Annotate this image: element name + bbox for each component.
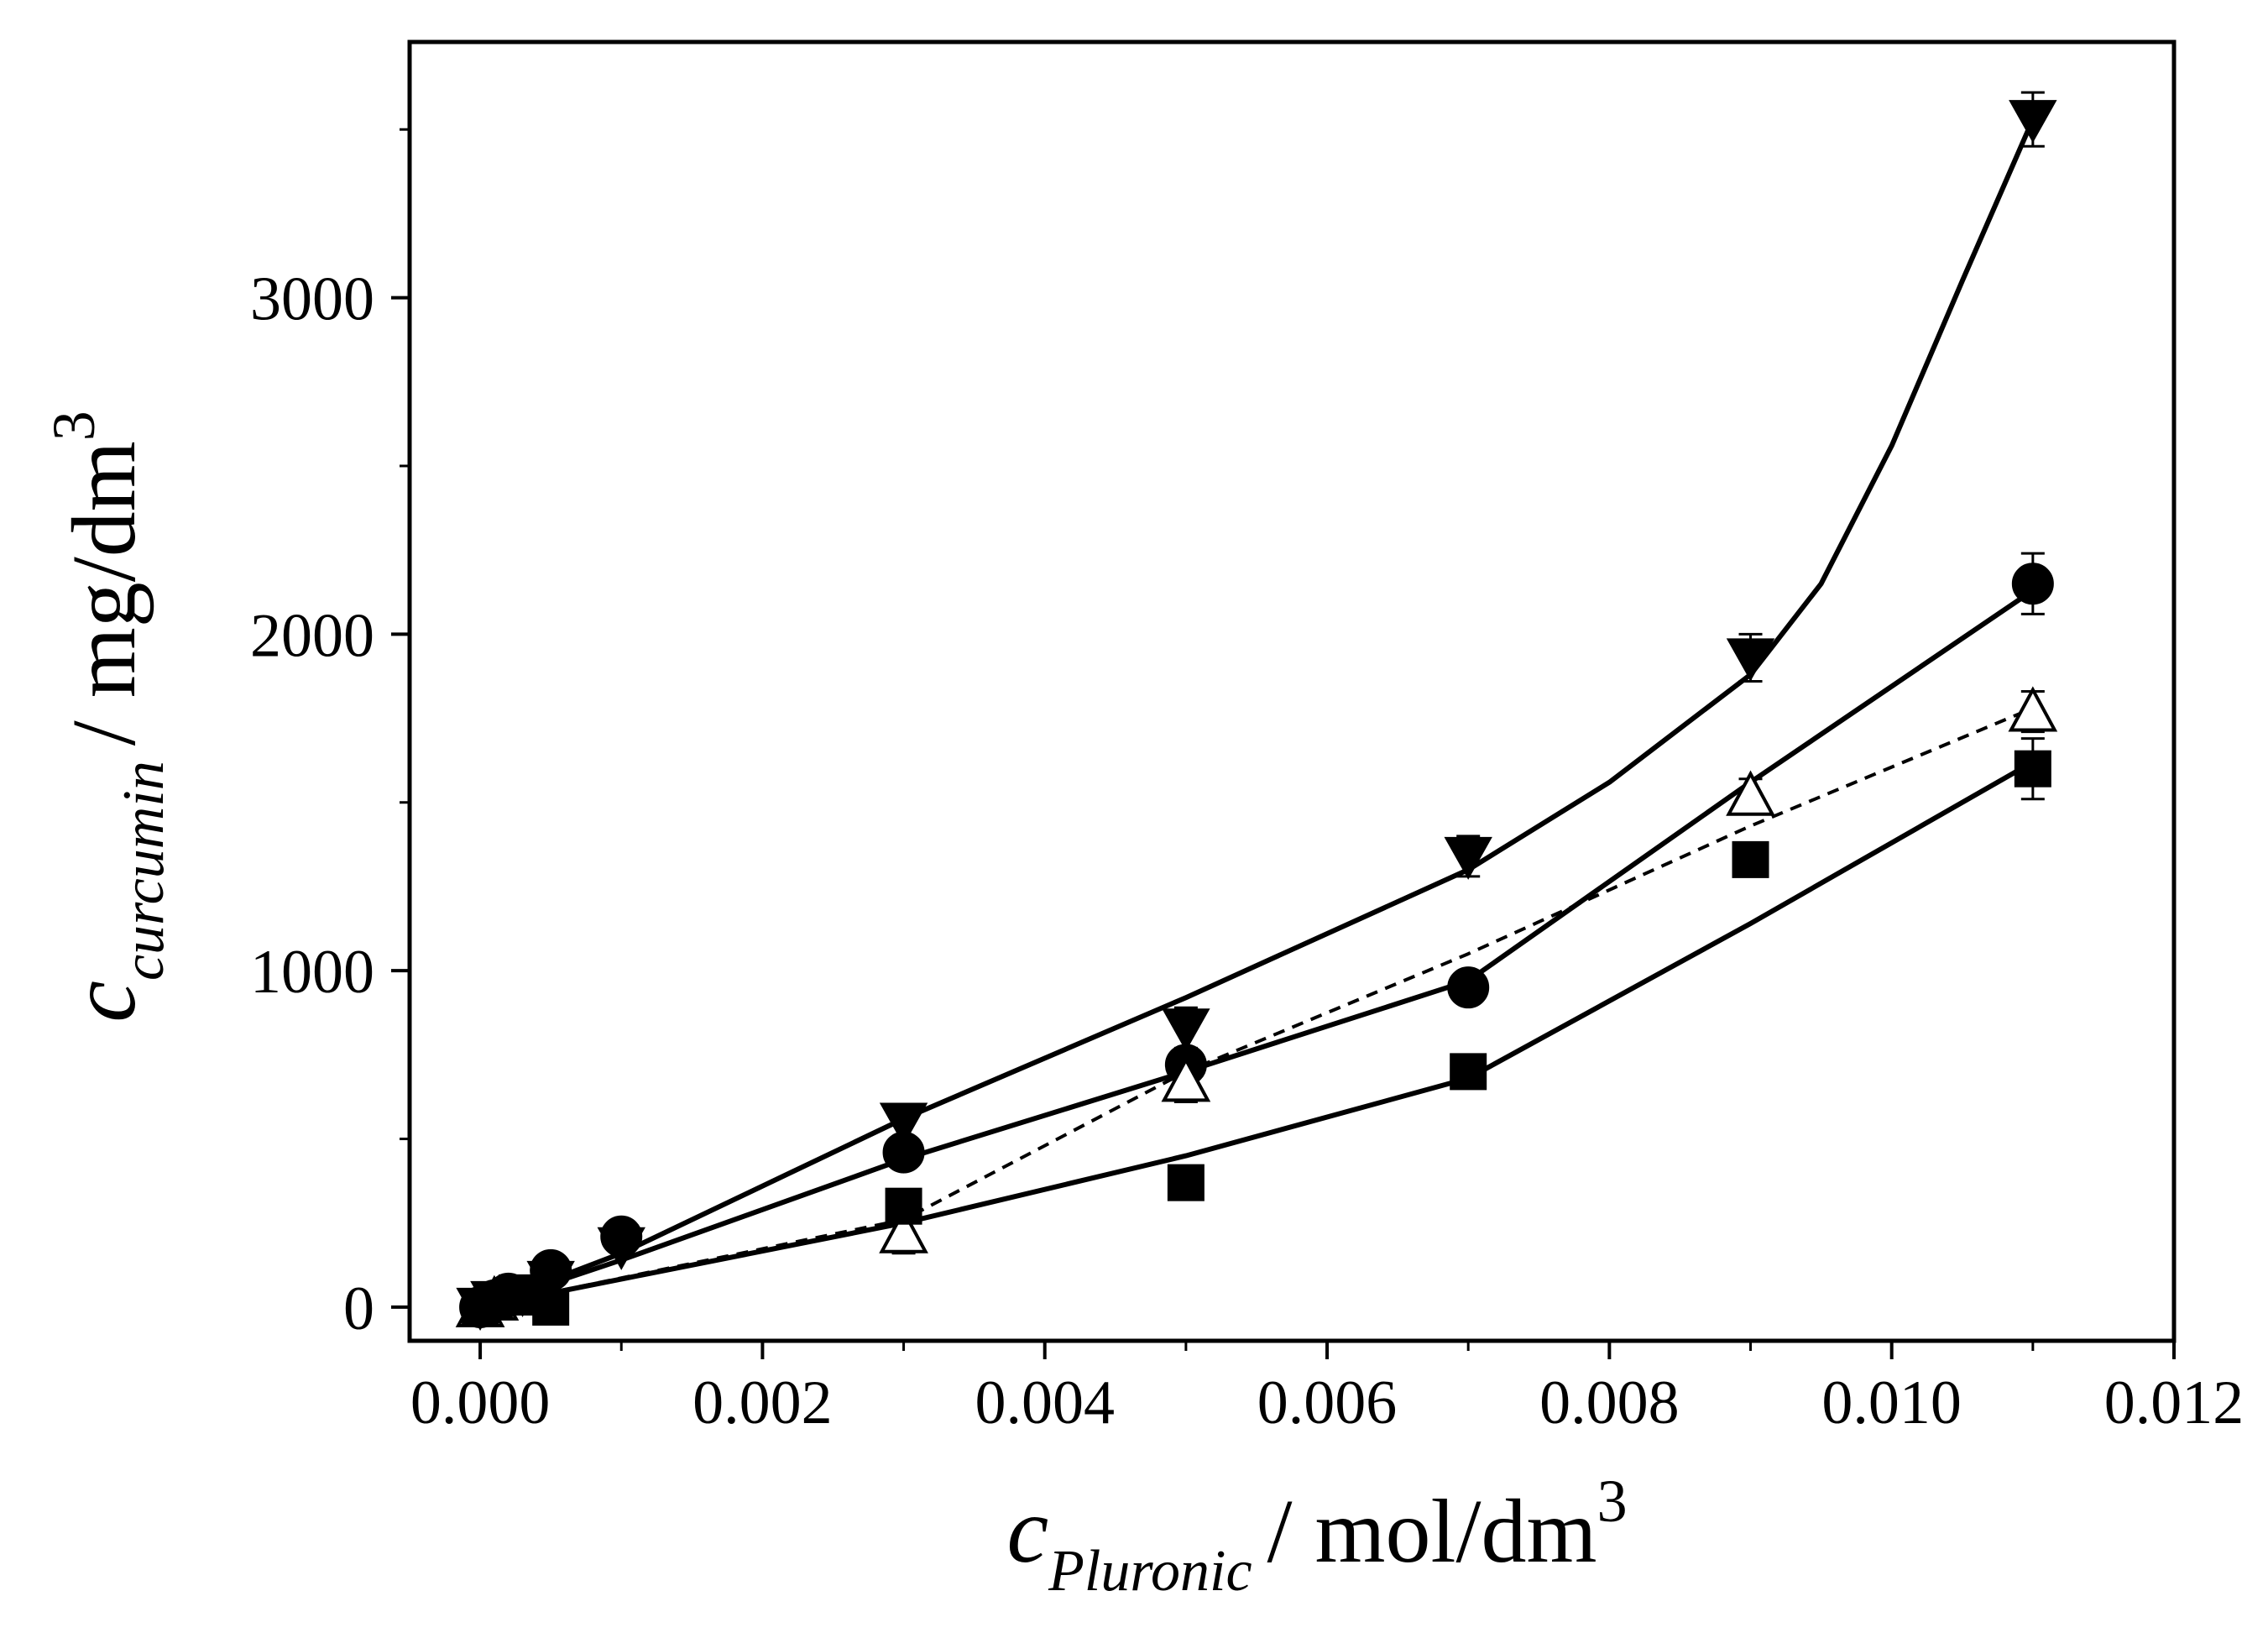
filled-square-marker — [1167, 1164, 1205, 1201]
filled-down-triangle-marker — [1726, 638, 1775, 682]
x-tick-label: 0.004 — [975, 1368, 1115, 1437]
filled-circle-marker — [2011, 563, 2054, 605]
y-tick-label: 1000 — [250, 938, 374, 1007]
filled-down-triangle-marker — [2009, 100, 2057, 144]
filled-square-marker — [532, 1288, 570, 1326]
x-tick-label: 0.012 — [2104, 1368, 2244, 1437]
y-axis-superscript: 3 — [40, 411, 107, 441]
fit-circle — [479, 588, 2035, 1310]
x-axis-subscript: Pluronic — [1048, 1539, 1252, 1604]
filled-square-marker — [885, 1187, 922, 1225]
fit-lines — [479, 118, 2035, 1310]
filled-down-triangle-marker — [1162, 1008, 1210, 1052]
y-tick-label: 3000 — [250, 265, 374, 334]
open-triangle-marker — [1726, 770, 1775, 816]
x-axis-title: cPluronic / mol/dm3 — [1006, 1468, 1627, 1604]
data-markers — [455, 100, 2058, 1331]
x-tick-label: 0.008 — [1539, 1368, 1680, 1437]
y-tick-label: 0 — [343, 1274, 374, 1343]
plot-frame — [407, 39, 2177, 1343]
x-tick-label: 0.006 — [1257, 1368, 1398, 1437]
x-tick-label: 0.010 — [1821, 1368, 1962, 1437]
open-triangle-marker — [1161, 1056, 1211, 1102]
filled-square-marker — [1450, 1053, 1487, 1091]
y-axis-title: ccurcumin / mg/dm3 — [40, 411, 176, 1023]
x-axis-unit: / mol/dm — [1267, 1482, 1597, 1582]
filled-down-triangle-marker — [879, 1102, 928, 1146]
y-tick-label: 2000 — [250, 601, 374, 670]
axis-ticks: 0.000 0.002 0.004 0.006 0.008 0.010 0.012 0 1000… — [250, 128, 2244, 1437]
filled-circle-marker — [600, 1215, 643, 1258]
y-axis-unit: / mg/dm — [55, 441, 154, 746]
x-axis-symbol: c — [1006, 1478, 1048, 1583]
x-axis-superscript: 3 — [1597, 1468, 1628, 1535]
fit-open-triangle — [479, 706, 2034, 1309]
fit-square — [479, 760, 2035, 1310]
filled-circle-marker — [882, 1131, 925, 1174]
fit-triangle-down — [479, 118, 2035, 1310]
x-tick-label: 0.000 — [410, 1368, 551, 1437]
open-triangle-marker — [2008, 686, 2058, 732]
y-axis-symbol: c — [51, 981, 155, 1023]
filled-circle-marker — [1447, 966, 1490, 1009]
filled-down-triangle-marker — [1444, 836, 1492, 880]
x-tick-label: 0.002 — [692, 1368, 833, 1437]
filled-square-marker — [1732, 840, 1769, 878]
filled-square-marker — [2014, 750, 2051, 788]
open-triangle-marker — [879, 1207, 928, 1253]
y-axis-subscript: curcumin — [112, 761, 176, 981]
